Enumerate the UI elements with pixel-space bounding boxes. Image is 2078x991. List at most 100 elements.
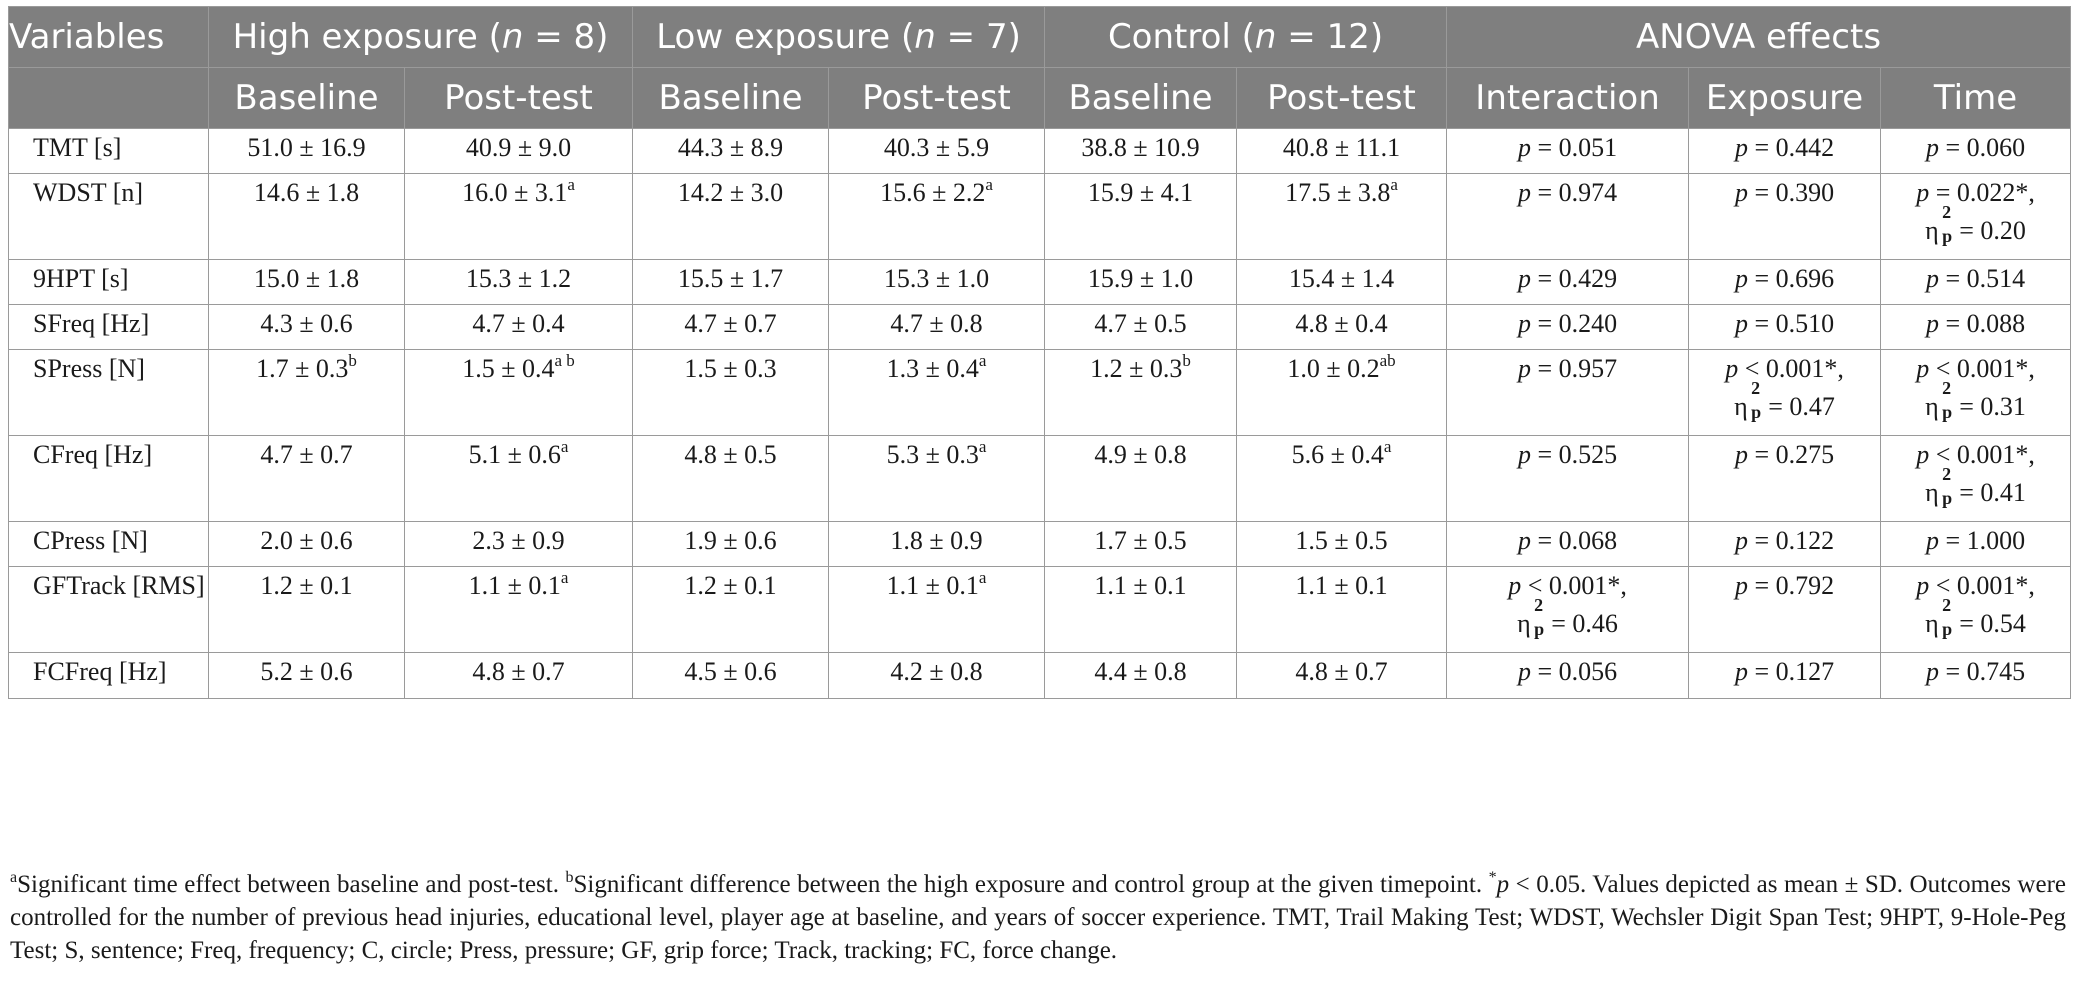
p-value-text: = 0.745 [1938, 657, 2026, 686]
cell-value: 4.5 ± 0.6 [684, 657, 777, 686]
value-cell: 15.6 ± 2.2a [828, 173, 1046, 260]
subheader-cell: Baseline [208, 67, 405, 129]
cell-value: 15.4 ± 1.4 [1288, 264, 1395, 293]
value-cell: 4.7 ± 0.8 [828, 304, 1046, 350]
value-cell: 1.1 ± 0.1a [403, 566, 634, 653]
row-label: 9HPT [s] [8, 259, 209, 305]
significance-mark: b [1182, 351, 1191, 370]
cell-value: 40.9 ± 9.0 [465, 133, 572, 162]
value-cell: 1.1 ± 0.1a [828, 566, 1046, 653]
p-value: p < 0.001*, [1447, 567, 1688, 605]
cell-value: 15.5 ± 1.7 [677, 264, 784, 293]
table-row: 9HPT [s] 15.0 ± 1.8 15.3 ± 1.2 15.5 ± 1.7 15… [8, 259, 2072, 305]
value-cell: 4.7 ± 0.4 [403, 304, 634, 350]
p-value: p = 0.240 [1447, 305, 1688, 343]
value-cell: 1.1 ± 0.1 [1044, 566, 1238, 653]
p-symbol: p [1916, 354, 1930, 383]
p-symbol: p [1925, 133, 1939, 162]
anova-cell: p = 0.792 [1688, 566, 1882, 653]
value-cell: 15.3 ± 1.2 [403, 259, 634, 305]
anova-cell: p = 0.974 [1446, 173, 1690, 260]
row-label: TMT [s] [8, 128, 209, 174]
value-cell: 15.9 ± 1.0 [1044, 259, 1238, 305]
p-symbol: p [1734, 178, 1748, 207]
p-value-text: = 0.060 [1938, 133, 2026, 162]
p-value-text: = 0.510 [1747, 309, 1835, 338]
row-label: SPress [N] [8, 349, 209, 436]
cell-value: 1.1 ± 0.1 [886, 571, 979, 600]
cell-value: 1.5 ± 0.5 [1295, 526, 1388, 555]
value-cell: 4.5 ± 0.6 [632, 652, 830, 699]
subheader-cell: Exposure [1688, 67, 1882, 129]
table-body: TMT [s] 51.0 ± 16.9 40.9 ± 9.0 44.3 ± 8.9 40… [8, 128, 2072, 699]
p-value-text: = 0.240 [1530, 309, 1618, 338]
value-cell: 1.9 ± 0.6 [632, 521, 830, 567]
cell-value: 5.1 ± 0.6 [468, 440, 561, 469]
significance-mark: a [560, 437, 569, 456]
p-symbol: p [1916, 571, 1930, 600]
eta-char: η [1734, 392, 1748, 421]
p-value-text: = 0.022*, [1929, 178, 2035, 207]
anova-cell: p < 0.001*, η 2 p = 0.31 [1880, 349, 2072, 436]
value-cell: 1.5 ± 0.5 [1236, 521, 1448, 567]
cell-value: 4.8 ± 0.7 [472, 657, 565, 686]
eta-subscript: p [1751, 402, 1762, 422]
cell-value: 4.7 ± 0.8 [890, 309, 983, 338]
p-value-text: = 0.068 [1530, 526, 1618, 555]
p-value: p = 0.792 [1689, 567, 1880, 605]
eta-subscript: p [1534, 619, 1545, 639]
cell-value: 15.3 ± 1.0 [883, 264, 990, 293]
anova-cell: p = 0.957 [1446, 349, 1690, 436]
cell-value: 1.9 ± 0.6 [684, 526, 777, 555]
eta-value: = 0.31 [1952, 392, 2026, 421]
eta-superscript: 2 [1942, 464, 1952, 484]
eta-char: η [1925, 216, 1939, 245]
value-cell: 4.8 ± 0.7 [403, 652, 634, 699]
header-anova-effects: ANOVA effects [1446, 6, 2072, 68]
eta-superscript: 2 [1942, 378, 1952, 398]
anova-cell: p = 1.000 [1880, 521, 2072, 567]
table-row: WDST [n] 14.6 ± 1.8 16.0 ± 3.1a 14.2 ± 3.0 1… [8, 173, 2072, 260]
value-cell: 4.4 ± 0.8 [1044, 652, 1238, 699]
eta-superscript: 2 [1751, 378, 1761, 398]
p-value-text: < 0.001*, [1521, 571, 1627, 600]
value-cell: 14.2 ± 3.0 [632, 173, 830, 260]
cell-value: 4.7 ± 0.7 [260, 440, 353, 469]
subheader-cell: Time [1880, 67, 2072, 129]
significance-mark: a b [554, 351, 575, 370]
anova-cell: p = 0.442 [1688, 128, 1882, 174]
p-symbol: p [1916, 440, 1930, 469]
p-symbol: p [1734, 264, 1748, 293]
header-low-exposure: Low exposure (n = 7) [632, 6, 1046, 68]
p-symbol: p [1925, 264, 1939, 293]
cell-value: 1.2 ± 0.3 [1090, 354, 1183, 383]
cell-value: 4.7 ± 0.4 [472, 309, 565, 338]
table-row: GFTrack [RMS] 1.2 ± 0.1 1.1 ± 0.1a 1.2 ± 0.… [8, 566, 2072, 653]
significance-mark: a [978, 351, 987, 370]
cell-value: 15.9 ± 4.1 [1087, 178, 1194, 207]
eta-subscript: p [1942, 226, 1953, 246]
p-value: p = 0.022*, [1881, 174, 2070, 212]
anova-cell: p < 0.001*, η 2 p = 0.54 [1880, 566, 2072, 653]
p-value: p < 0.001*, [1881, 567, 2070, 605]
value-cell: 1.5 ± 0.3 [632, 349, 830, 436]
value-cell: 5.2 ± 0.6 [208, 652, 405, 699]
table-row: CPress [N] 2.0 ± 0.6 2.3 ± 0.9 1.9 ± 0.6 1.8… [8, 521, 2072, 567]
p-symbol: p [1734, 309, 1748, 338]
significance-mark: a [985, 175, 993, 194]
cell-value: 4.7 ± 0.5 [1094, 309, 1187, 338]
p-value-text: = 0.122 [1747, 526, 1835, 555]
cell-value: 1.1 ± 0.1 [468, 571, 561, 600]
p-value: p = 1.000 [1881, 522, 2070, 560]
p-symbol: p [1725, 354, 1739, 383]
value-cell: 4.7 ± 0.7 [632, 304, 830, 350]
p-value-text: < 0.001*, [1929, 354, 2035, 383]
value-cell: 5.6 ± 0.4a [1236, 435, 1448, 522]
value-cell: 38.8 ± 10.9 [1044, 128, 1238, 174]
p-symbol: p [1734, 440, 1748, 469]
